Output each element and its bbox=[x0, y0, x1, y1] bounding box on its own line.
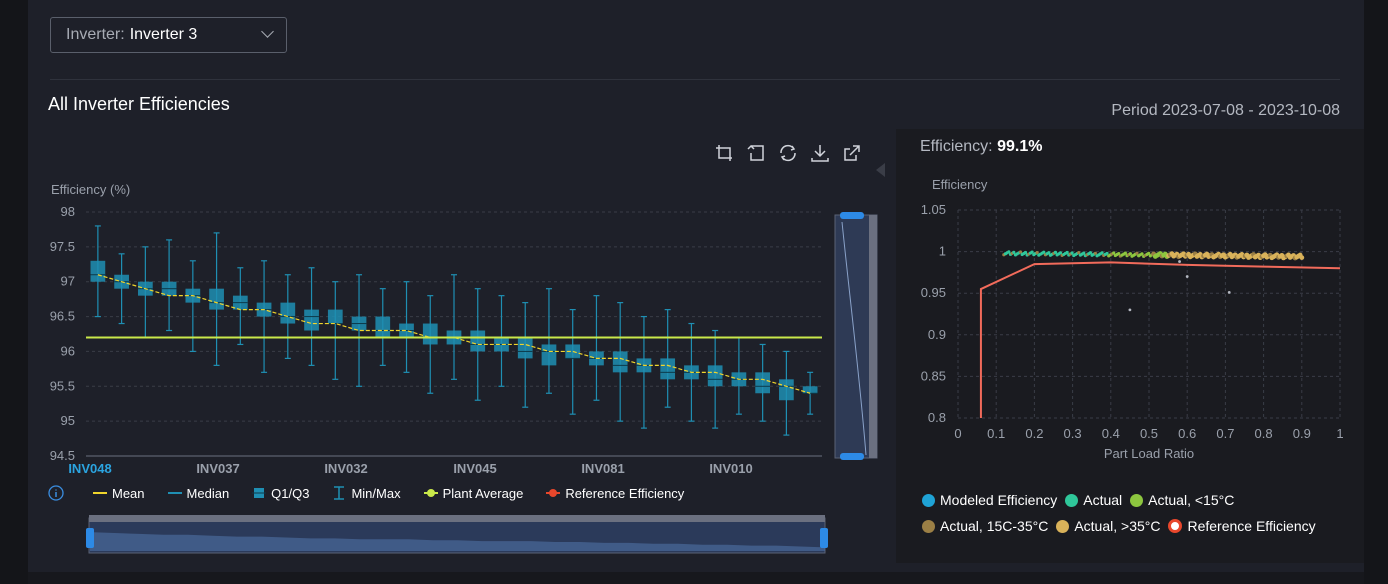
plant-average-swatch-icon bbox=[423, 489, 438, 497]
reference-swatch-icon bbox=[546, 489, 561, 497]
download-icon[interactable] bbox=[809, 142, 841, 164]
mean-swatch-icon bbox=[93, 492, 107, 494]
legend-plant-average-label: Plant Average bbox=[442, 485, 524, 501]
legend-minmax-label: Min/Max bbox=[351, 485, 401, 501]
legend-q1q3[interactable]: Q1/Q3 bbox=[251, 486, 309, 501]
legend-actual-15-35-label: Actual, 15C-35°C bbox=[940, 518, 1049, 534]
legend-actual-lt15[interactable]: Actual, <15°C bbox=[1130, 492, 1234, 508]
legend-minmax[interactable]: Min/Max bbox=[331, 485, 401, 501]
legend-median[interactable]: Median bbox=[167, 485, 230, 501]
legend-median-label: Median bbox=[186, 485, 230, 501]
scatter-legend: Modeled Efficiency Actual Actual, <15°C … bbox=[922, 487, 1362, 539]
legend-q1q3-label: Q1/Q3 bbox=[271, 485, 310, 501]
legend-actual-lt15-label: Actual, <15°C bbox=[1148, 492, 1235, 508]
modeled-dot-icon bbox=[922, 493, 935, 507]
legend-actual-gt35-label: Actual, >35°C bbox=[1074, 518, 1161, 534]
boxplot-legend: Mean Median Q1/Q3 Min/Max Plant Average … bbox=[48, 485, 706, 501]
actual-lt15-dot-icon bbox=[1130, 493, 1144, 507]
info-icon[interactable] bbox=[48, 485, 64, 501]
period-label: Period 2023-07-08 - 2023-10-08 bbox=[1111, 102, 1340, 119]
panel-footer bbox=[28, 572, 1364, 584]
actual-dot-icon bbox=[1065, 493, 1079, 507]
legend-modeled-label: Modeled Efficiency bbox=[940, 492, 1058, 508]
legend-reference-right-label: Reference Efficiency bbox=[1187, 518, 1316, 534]
legend-mean[interactable]: Mean bbox=[92, 486, 145, 501]
section-divider bbox=[50, 79, 1340, 80]
expand-icon[interactable] bbox=[841, 142, 873, 164]
legend-actual[interactable]: Actual bbox=[1065, 492, 1122, 508]
actual-gt35-dot-icon bbox=[1056, 519, 1070, 533]
restore-icon[interactable] bbox=[777, 142, 809, 164]
reference-dot-icon bbox=[1168, 519, 1183, 533]
zoom-reset-icon[interactable] bbox=[745, 142, 777, 164]
efficiency-readout-value: 99.1% bbox=[997, 138, 1043, 155]
scatter-legend-row: Modeled Efficiency Actual Actual, <15°C bbox=[922, 487, 1362, 513]
inverter-select-label: Inverter: bbox=[66, 26, 125, 43]
legend-reference-efficiency[interactable]: Reference Efficiency bbox=[545, 486, 684, 501]
legend-reference-efficiency-right[interactable]: Reference Efficiency bbox=[1168, 518, 1316, 534]
collapse-panel-icon[interactable] bbox=[876, 163, 885, 177]
median-swatch-icon bbox=[167, 492, 182, 494]
legend-reference-label: Reference Efficiency bbox=[565, 485, 685, 501]
box-swatch-icon bbox=[252, 488, 267, 498]
legend-mean-label: Mean bbox=[112, 485, 145, 501]
chart-toolbar bbox=[713, 142, 873, 164]
legend-modeled-efficiency[interactable]: Modeled Efficiency bbox=[922, 492, 1057, 508]
legend-actual-gt35[interactable]: Actual, >35°C bbox=[1056, 518, 1160, 534]
chevron-down-icon bbox=[261, 25, 274, 38]
inverter-select[interactable]: Inverter: Inverter 3 bbox=[50, 17, 287, 53]
scatter-legend-row: Actual, 15C-35°C Actual, >35°C Reference… bbox=[922, 513, 1362, 539]
inverter-select-value: Inverter 3 bbox=[129, 26, 198, 43]
section-title: All Inverter Efficiencies bbox=[48, 94, 230, 114]
actual-15-35-dot-icon bbox=[922, 519, 935, 533]
legend-plant-average[interactable]: Plant Average bbox=[423, 485, 524, 501]
whisker-swatch-icon bbox=[334, 486, 345, 500]
zoom-select-icon[interactable] bbox=[713, 142, 745, 164]
legend-actual-label: Actual bbox=[1083, 492, 1123, 508]
efficiency-readout: Efficiency: 99.1% bbox=[920, 138, 1042, 156]
legend-actual-15-35[interactable]: Actual, 15C-35°C bbox=[922, 518, 1048, 534]
efficiency-readout-label: Efficiency: bbox=[920, 138, 993, 155]
